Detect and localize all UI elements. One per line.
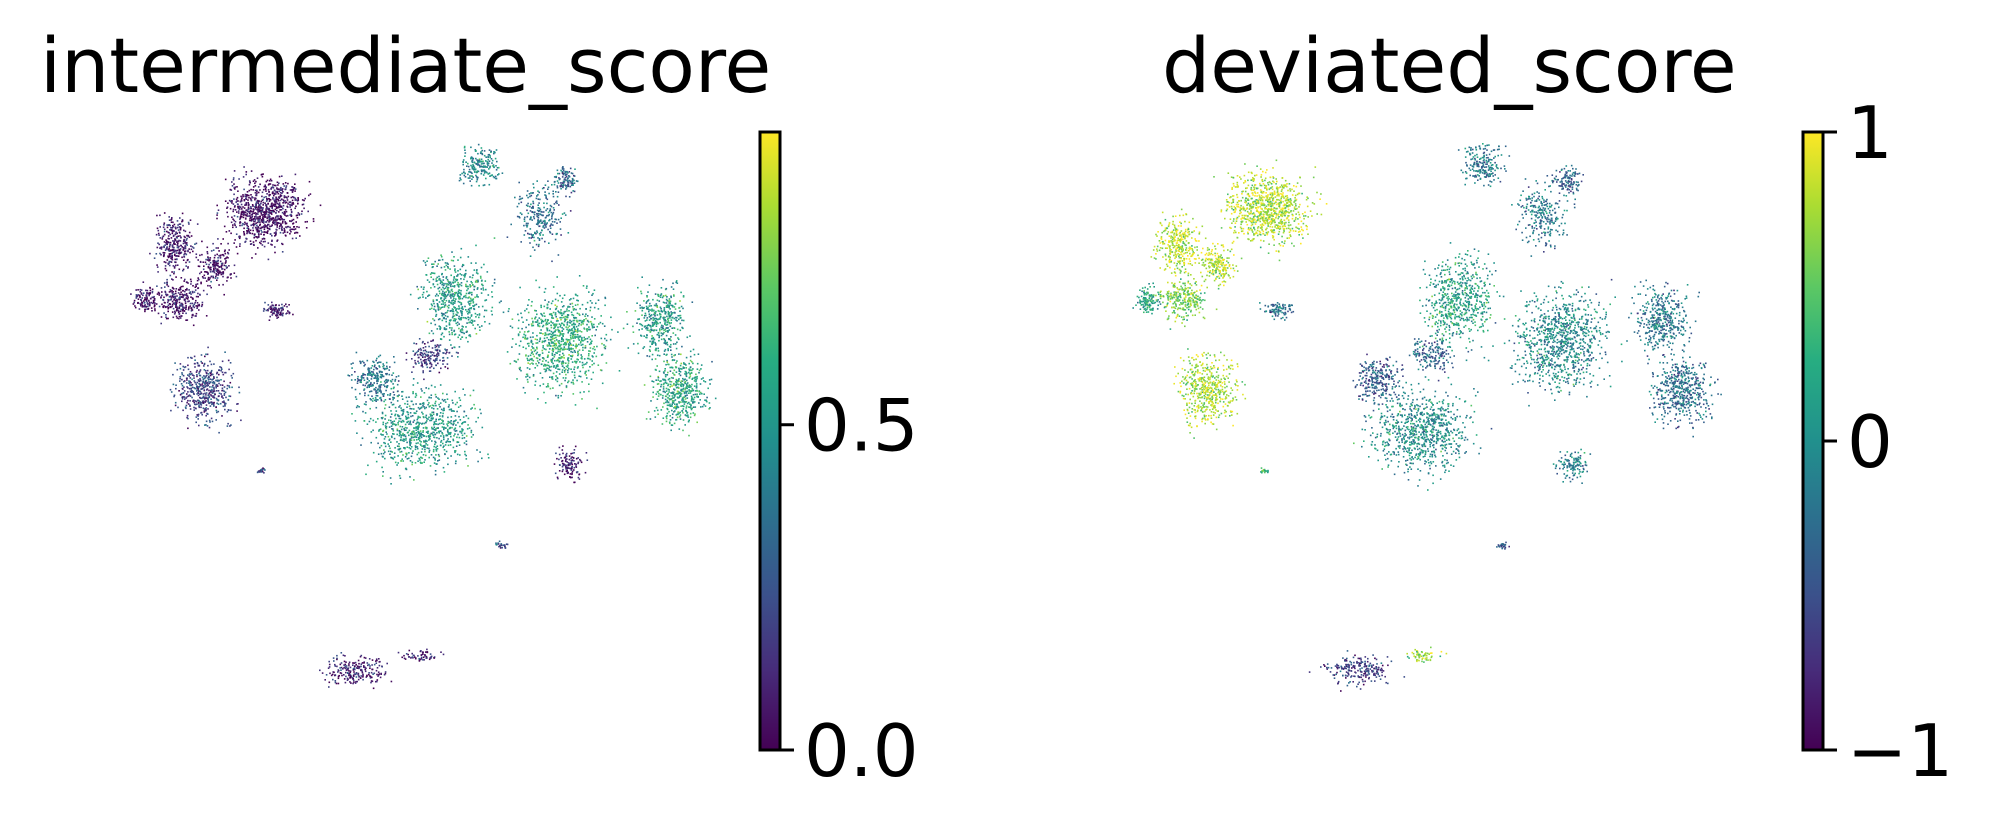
chart-title: deviated_score [1162,21,1737,110]
umap-scatter-deviated-score: −1 0 1 [1132,91,1953,793]
umap-points [1132,143,1722,692]
colorbar-tick-label: 0.0 [804,709,919,793]
colorbar [758,130,782,752]
colorbar-tick-label: 1 [1847,91,1893,175]
umap-panel-intermediate-score: intermediate_score 0.0 0.5 [0,0,1002,835]
colorbar [1801,130,1825,752]
umap-panel-deviated-score: deviated_score −1 0 1 [1002,0,2005,835]
colorbar-tick-label: 0 [1847,400,1893,484]
umap-scatter-intermediate-score: 0.0 0.5 [130,130,919,793]
colorbar-tick-label: −1 [1847,709,1953,793]
umap-points [130,143,717,690]
colorbar-tick-label: 0.5 [804,384,919,468]
chart-title: intermediate_score [40,21,772,110]
